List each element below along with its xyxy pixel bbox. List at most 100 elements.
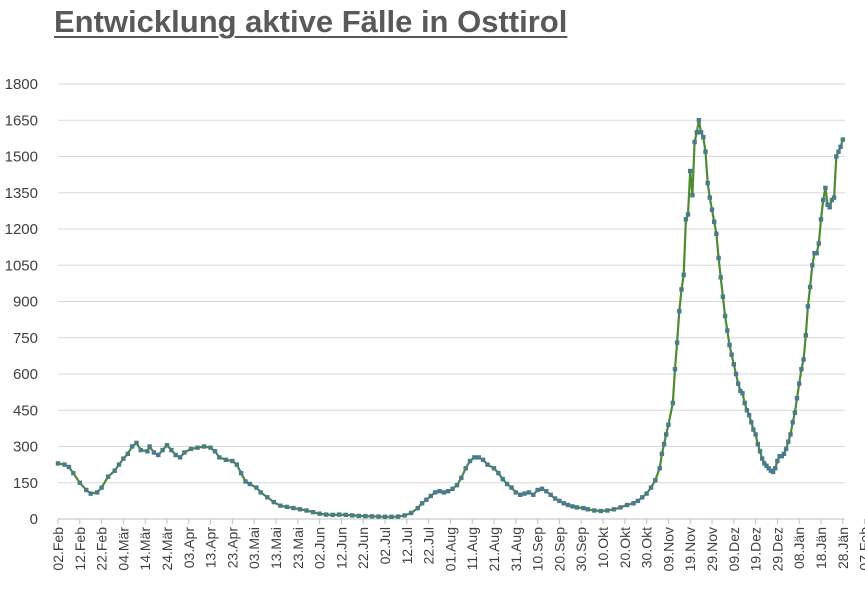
data-point [762,461,767,466]
data-point [727,342,732,348]
data-point [565,502,571,508]
data-point [71,470,76,476]
data-point [838,144,843,149]
data-point [125,451,130,456]
data-point [459,475,464,481]
data-point [95,490,100,495]
series-line [57,119,844,518]
data-point [821,197,826,203]
data-point [773,466,778,471]
data-point [446,489,451,494]
x-tick-label: 19.Dez [748,527,764,571]
data-point [156,452,161,458]
x-tick-label: 12.Jul [399,527,415,564]
data-point [716,255,721,261]
data-point [395,514,401,519]
x-tick-label: 12.Feb [72,527,88,571]
data-point [794,396,800,401]
data-point [173,452,178,458]
data-point [696,118,702,123]
data-point [145,449,150,454]
data-point [786,439,791,444]
gridlines [58,83,845,484]
data-point [742,400,747,406]
data-point [304,508,309,513]
data-point [230,458,235,464]
data-point [463,466,468,471]
data-point [816,241,821,246]
y-tick-label: 150 [13,475,38,492]
data-point [807,284,813,290]
data-point [402,513,407,518]
data-point [709,207,715,212]
data-point [725,328,730,333]
y-tick-label: 450 [13,402,38,419]
data-point [729,352,734,357]
x-tick-label: 28.Jän [835,527,851,569]
data-point [679,287,684,292]
data-point [644,491,649,496]
data-point [618,505,623,510]
data-point [738,388,743,394]
data-point [653,478,658,483]
data-point [243,479,248,484]
data-point [330,512,335,518]
data-point [749,420,754,425]
data-point [84,487,89,493]
data-point [764,463,769,468]
data-point [781,451,787,456]
x-tick-label: 29.Nov [704,527,720,571]
data-point [247,481,252,487]
data-point [419,501,425,506]
data-point [77,480,82,485]
data-point [258,490,263,495]
data-point [557,498,562,504]
data-point [840,137,845,142]
data-point [208,445,213,450]
data-point [661,441,667,447]
data-point [592,508,597,513]
data-point [670,400,675,406]
data-point [254,485,259,490]
data-point [836,149,841,154]
data-point [585,507,590,512]
x-tick-label: 09.Dez [726,527,742,571]
data-point [659,451,665,456]
data-point [736,381,741,386]
data-point [834,154,839,159]
data-point [409,510,414,516]
data-point [467,458,473,464]
data-point [195,445,200,450]
y-tick-label: 0 [30,511,38,528]
data-point [116,462,122,467]
data-point [570,504,575,509]
y-tick-label: 1350 [5,185,38,202]
data-point [818,217,824,222]
data-point [112,468,117,473]
data-point [138,447,143,453]
data-point [129,444,135,449]
data-point [518,492,523,497]
data-point [683,217,689,222]
data-point [291,505,296,511]
x-tick-label: 21.Aug [486,527,502,571]
data-point [740,391,745,396]
data-point [504,481,510,487]
data-point [718,275,723,280]
data-point [147,444,152,449]
data-point [552,496,558,501]
data-point [805,304,811,309]
data-point [770,469,776,475]
data-point [212,449,218,454]
y-tick-label: 900 [13,294,38,311]
data-point [485,462,490,467]
x-tick-label: 10.Sep [530,527,546,572]
data-point [605,508,610,513]
data-point [121,456,126,461]
data-point [415,505,420,511]
data-point [744,408,750,413]
data-point [188,446,194,452]
data-point [513,490,518,495]
x-tick-label: 02.Jul [377,527,393,564]
x-tick-label: 09.Nov [660,527,676,571]
